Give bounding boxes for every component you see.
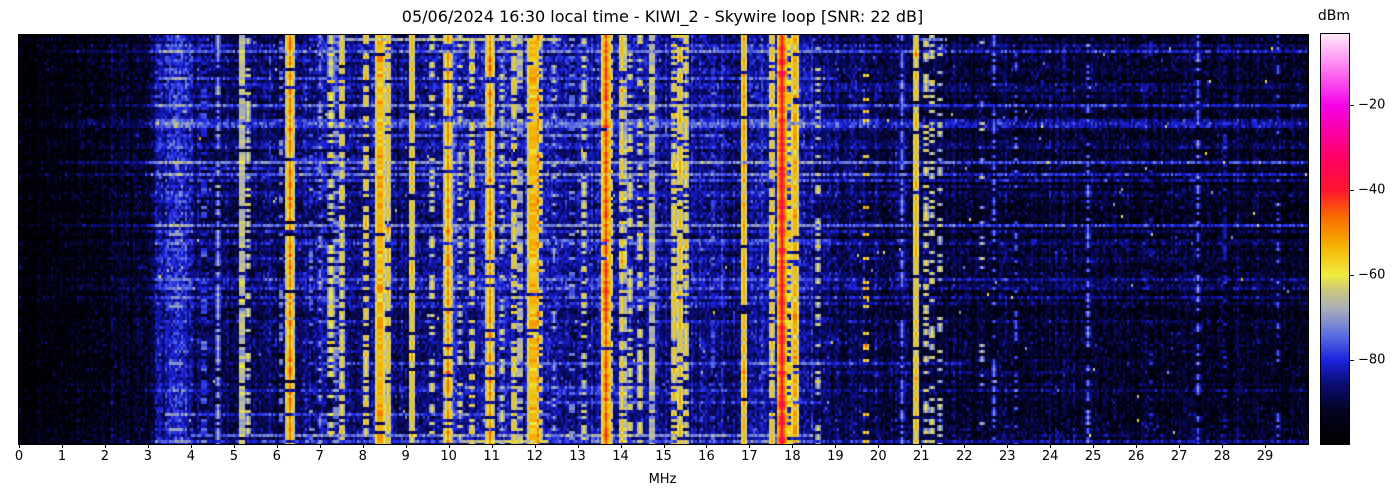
x-tick-label: 4 bbox=[186, 449, 195, 464]
x-tick-mark bbox=[1050, 444, 1052, 448]
x-tick-label: 11 bbox=[483, 449, 500, 464]
x-tick-label: 25 bbox=[1084, 449, 1102, 464]
x-tick-label: 18 bbox=[784, 449, 801, 464]
x-tick-label: 13 bbox=[569, 449, 586, 464]
x-tick-label: 24 bbox=[1041, 449, 1059, 464]
x-tick-label: 22 bbox=[955, 449, 973, 464]
x-tick-label: 20 bbox=[870, 449, 887, 464]
plot-area bbox=[18, 34, 1309, 445]
x-tick-label: 26 bbox=[1127, 449, 1145, 464]
x-tick-mark bbox=[1222, 444, 1224, 448]
x-tick-label: 0 bbox=[14, 449, 24, 464]
colorbar-tick-mark bbox=[1350, 275, 1354, 277]
x-tick-label: 19 bbox=[827, 449, 844, 464]
x-tick-mark bbox=[61, 444, 63, 448]
x-tick-mark bbox=[405, 444, 407, 448]
x-tick-label: 3 bbox=[143, 449, 153, 464]
colorbar-tick-label: −80 bbox=[1358, 352, 1386, 368]
x-tick-mark bbox=[706, 444, 708, 448]
x-tick-mark bbox=[1093, 444, 1095, 448]
x-tick-mark bbox=[921, 444, 923, 448]
x-tick-label: 14 bbox=[612, 449, 629, 464]
x-tick-mark bbox=[233, 444, 235, 448]
x-tick-label: 28 bbox=[1213, 449, 1231, 464]
x-tick-label: 16 bbox=[698, 449, 715, 464]
x-tick-label: 9 bbox=[401, 449, 410, 464]
x-tick-mark bbox=[878, 444, 880, 448]
x-tick-mark bbox=[19, 444, 20, 448]
x-tick-label: 1 bbox=[57, 449, 67, 464]
x-tick-mark bbox=[534, 444, 536, 448]
x-tick-label: 7 bbox=[315, 449, 324, 464]
x-tick-mark bbox=[964, 444, 966, 448]
x-tick-label: 10 bbox=[440, 449, 457, 464]
x-tick-mark bbox=[104, 444, 106, 448]
x-tick-label: 21 bbox=[913, 449, 930, 464]
x-tick-mark bbox=[1265, 444, 1267, 448]
colorbar-tick-label: −60 bbox=[1358, 267, 1386, 283]
x-tick-mark bbox=[1007, 444, 1009, 448]
x-tick-label: 2 bbox=[100, 449, 110, 464]
plot-title: 05/06/2024 16:30 local time - KIWI_2 - S… bbox=[401, 7, 924, 26]
x-tick-mark bbox=[835, 444, 837, 448]
colorbar-tick-label: −20 bbox=[1358, 97, 1386, 113]
x-tick-label: 12 bbox=[526, 449, 543, 464]
spectrogram-canvas bbox=[19, 35, 1308, 444]
x-tick-label: 5 bbox=[229, 449, 238, 464]
x-axis-label: MHz bbox=[648, 472, 677, 487]
colorbar-label: dBm bbox=[1317, 8, 1351, 24]
colorbar-tick-label: −40 bbox=[1358, 182, 1386, 198]
colorbar-tick-mark bbox=[1350, 105, 1354, 107]
x-tick-label: 6 bbox=[272, 449, 281, 464]
x-tick-mark bbox=[792, 444, 794, 448]
x-tick-mark bbox=[663, 444, 665, 448]
x-tick-mark bbox=[1179, 444, 1181, 448]
x-tick-mark bbox=[190, 444, 192, 448]
x-tick-label: 23 bbox=[998, 449, 1016, 464]
x-tick-mark bbox=[448, 444, 450, 448]
x-tick-mark bbox=[147, 444, 149, 448]
x-tick-label: 8 bbox=[358, 449, 367, 464]
x-tick-mark bbox=[362, 444, 364, 448]
colorbar-tick-mark bbox=[1350, 360, 1354, 362]
x-tick-mark bbox=[319, 444, 321, 448]
x-tick-label: 27 bbox=[1170, 449, 1188, 464]
x-tick-mark bbox=[1136, 444, 1138, 448]
x-tick-mark bbox=[577, 444, 579, 448]
x-tick-mark bbox=[276, 444, 278, 448]
x-tick-label: 17 bbox=[741, 449, 758, 464]
colorbar bbox=[1320, 33, 1350, 445]
x-tick-label: 29 bbox=[1256, 449, 1274, 464]
x-tick-mark bbox=[620, 444, 622, 448]
colorbar-tick-mark bbox=[1350, 190, 1354, 192]
x-tick-mark bbox=[749, 444, 751, 448]
x-tick-mark bbox=[491, 444, 493, 448]
x-tick-label: 15 bbox=[655, 449, 672, 464]
